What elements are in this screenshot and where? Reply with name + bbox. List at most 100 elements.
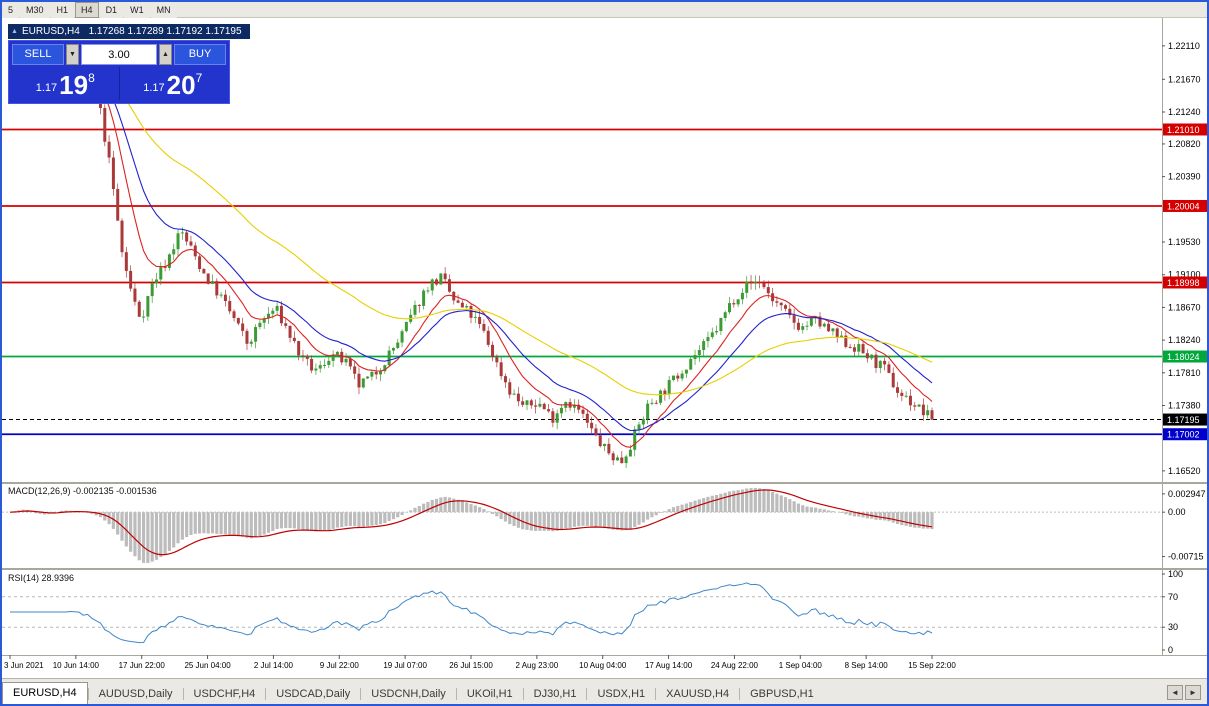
volume-decrease-icon[interactable]: ▼	[66, 44, 79, 65]
price-axis-label: 1.21240	[1168, 107, 1201, 117]
chart-symbol-timeframe: EURUSD,H4	[22, 26, 80, 37]
price-axis-label: 1.16520	[1168, 466, 1201, 476]
tab-separator	[522, 688, 524, 700]
rsi-axis-label: 0	[1168, 645, 1173, 655]
volume-increase-icon[interactable]: ▲	[159, 44, 172, 65]
svg-text:1.18024: 1.18024	[1167, 352, 1200, 362]
sell-button[interactable]: SELL	[12, 44, 64, 65]
timeframe-toolbar: 5 M30 H1 H4 D1 W1 MN	[2, 2, 1207, 18]
buy-price-display[interactable]: 1.17 20 7	[120, 67, 227, 100]
panel-separator[interactable]	[2, 568, 1207, 570]
svg-text:1.17195: 1.17195	[1167, 415, 1200, 425]
tab-separator	[655, 688, 657, 700]
chart-tab-ukoil-h1[interactable]: UKOil,H1	[466, 688, 513, 700]
rsi-value: 28.9396	[41, 573, 75, 583]
tab-separator	[360, 688, 362, 700]
price-axis-label: 1.20390	[1168, 172, 1201, 182]
time-axis-label: 8 Sep 14:00	[845, 661, 889, 670]
timeframe-button-h4[interactable]: H4	[75, 2, 99, 18]
volume-input[interactable]	[81, 44, 157, 65]
chart-tab-audusd-daily[interactable]: AUDUSD,Daily	[98, 688, 173, 700]
price-level-badge-1.18024: 1.18024	[1163, 350, 1207, 363]
tabs-scroll-left-icon[interactable]: ◄	[1167, 685, 1183, 700]
buy-price-sup: 7	[195, 71, 203, 85]
rsi-line	[10, 582, 933, 644]
macd-axis-label: 0.00	[1168, 507, 1186, 517]
panel-separator[interactable]	[2, 482, 1207, 484]
timeframe-button-mn[interactable]: MN	[150, 2, 177, 18]
buy-price-prefix: 1.17	[143, 82, 165, 94]
time-axis-label: 2 Jul 14:00	[254, 661, 294, 670]
moving-averages	[9, 63, 933, 448]
time-axis-label: 10 Jun 14:00	[53, 661, 100, 670]
chart-tab-eurusd-h4[interactable]: EURUSD,H4	[2, 682, 88, 704]
svg-text:1.17002: 1.17002	[1167, 430, 1200, 440]
tab-separator	[87, 688, 89, 700]
tab-separator	[739, 688, 741, 700]
tab-separator	[182, 688, 184, 700]
time-axis-label: 26 Jul 15:00	[449, 661, 493, 670]
time-axis-label: 24 Aug 22:00	[711, 661, 759, 670]
chart-tab-xauusd-h4[interactable]: XAUUSD,H4	[666, 688, 730, 700]
chart-ohlc-values: 1.17268 1.17289 1.17192 1.17195	[88, 26, 242, 37]
price-axis-label: 1.17810	[1168, 368, 1201, 378]
rsi-name: RSI(14)	[8, 573, 40, 583]
rsi-axis-label: 70	[1168, 592, 1178, 602]
macd-indicator-label: MACD(12,26,9) -0.002135 -0.001536	[8, 486, 157, 496]
timeframe-button-w1[interactable]: W1	[124, 2, 150, 18]
rsi-panel: 100 70 30 0	[2, 569, 1183, 655]
timeframe-button-d1[interactable]: D1	[99, 2, 124, 18]
timeframe-button-m30[interactable]: M30	[20, 2, 50, 18]
sell-price-sup: 8	[88, 71, 95, 85]
time-axis-label: 19 Jul 07:00	[383, 661, 427, 670]
rsi-axis-label: 100	[1168, 569, 1183, 579]
macd-name: MACD(12,26,9)	[8, 486, 71, 496]
one-click-trading-panel: SELL ▼ ▲ BUY 1.17 19 8 1.17 20 7	[8, 40, 230, 104]
ma-line-10	[9, 63, 933, 448]
macd-axis-label: -0.00715	[1168, 552, 1204, 562]
macd-axis-label: 0.002947	[1168, 489, 1206, 499]
time-axis-label: 15 Sep 22:00	[908, 661, 956, 670]
candlesticks	[8, 48, 934, 469]
tab-separator	[586, 688, 588, 700]
svg-text:1.18998: 1.18998	[1167, 278, 1200, 288]
price-level-badge-1.21010: 1.21010	[1163, 123, 1207, 136]
chart-title-bar: ▲ EURUSD,H4 1.17268 1.17289 1.17192 1.17…	[8, 24, 250, 39]
chart-tab-usdx-h1[interactable]: USDX,H1	[597, 688, 646, 700]
tab-separator	[265, 688, 267, 700]
time-axis-label: 9 Jul 22:00	[320, 661, 360, 670]
time-axis-label: 1 Sep 04:00	[779, 661, 823, 670]
sell-price-display[interactable]: 1.17 19 8	[12, 67, 119, 100]
svg-text:1.20004: 1.20004	[1167, 201, 1200, 211]
timeframe-button-5[interactable]: 5	[2, 2, 20, 18]
chart-tabs-bar: EURUSD,H4 AUDUSD,Daily USDCHF,H4 USDCAD,Dai…	[2, 678, 1207, 704]
price-axis-label: 1.19100	[1168, 270, 1201, 280]
rsi-axis-label: 30	[1168, 622, 1178, 632]
price-axis-label: 1.20820	[1168, 139, 1201, 149]
timeframe-button-h1[interactable]: H1	[50, 2, 75, 18]
chart-tab-usdchf-h4[interactable]: USDCHF,H4	[193, 688, 256, 700]
collapse-panel-icon[interactable]: ▲	[11, 28, 18, 35]
tabs-scroll-right-icon[interactable]: ►	[1185, 685, 1201, 700]
time-axis-label: 17 Aug 14:00	[645, 661, 693, 670]
chart-tab-gbpusd-h1[interactable]: GBPUSD,H1	[750, 688, 814, 700]
chart-tab-usdcnh-daily[interactable]: USDCNH,Daily	[371, 688, 446, 700]
price-level-badge-1.20004: 1.20004	[1163, 199, 1207, 212]
ma-line-55	[9, 69, 933, 396]
ma-line-21	[9, 66, 933, 432]
price-axis-label: 1.18670	[1168, 302, 1201, 312]
svg-text:1.21010: 1.21010	[1167, 125, 1200, 135]
price-axis: 1.22110 1.21670 1.21240 1.20820 1.20390 1.195…	[1162, 18, 1207, 655]
macd-values: -0.002135 -0.001536	[73, 486, 157, 496]
price-level-badge-1.18998: 1.18998	[1163, 276, 1207, 289]
chart-tab-usdcad-daily[interactable]: USDCAD,Daily	[276, 688, 351, 700]
price-level-badge-1.17002: 1.17002	[1163, 428, 1207, 441]
chart-tab-dj30-h1[interactable]: DJ30,H1	[533, 688, 577, 700]
macd-panel: 0.002947 0.00 -0.00715	[2, 488, 1206, 563]
time-axis-label: 17 Jun 22:00	[119, 661, 166, 670]
price-axis-label: 1.19530	[1168, 237, 1201, 247]
time-axis-label: 10 Aug 04:00	[579, 661, 627, 670]
buy-button[interactable]: BUY	[174, 44, 226, 65]
